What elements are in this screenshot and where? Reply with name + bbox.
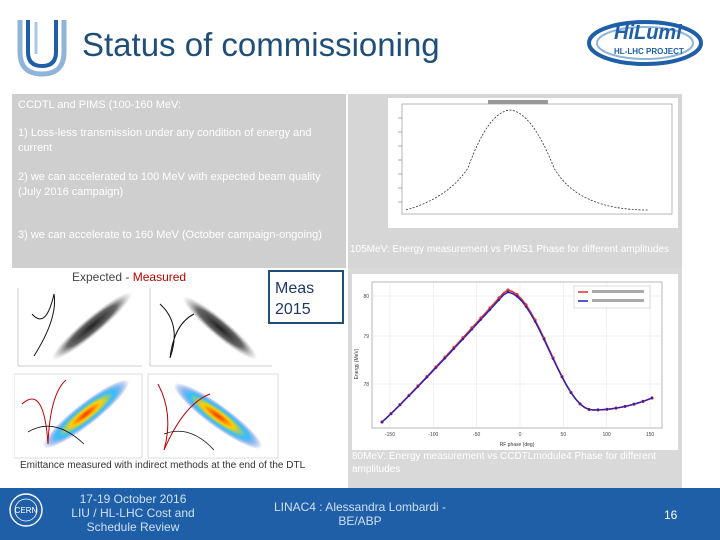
text-panel: CCDTL and PIMS (100-160 MeV: 1) Loss-les… [12, 94, 346, 268]
emittance-plots [14, 288, 279, 459]
x-tick-label: 150 [646, 432, 655, 438]
ccdtl-energy-plot: -150 -100 -50 0 50 100 150 80 79 78 RF phase (deg… [352, 274, 678, 450]
hilumi-logo-text: HiLumi [614, 22, 682, 44]
data-point-blue [524, 305, 528, 308]
svg-text:CERN: CERN [15, 506, 38, 515]
expected-measured-label: Expected - Measured [72, 270, 186, 284]
data-point-blue [614, 406, 618, 410]
hilumi-logo-subtext: HL-LHC PROJECT [614, 47, 684, 56]
data-point-blue [479, 318, 483, 321]
data-point-blue [497, 298, 501, 302]
y-tick-label: 78 [363, 382, 369, 388]
university-logo [17, 20, 67, 77]
data-point-blue [569, 391, 573, 394]
page-title: Status of commissioning [82, 26, 440, 63]
footer-center-text: LINAC4 : Alessandra Lombardi - BE/ABP [273, 500, 447, 528]
data-point-blue [587, 408, 591, 411]
expected-label: Expected [72, 270, 123, 284]
page-number: 16 [664, 508, 678, 522]
measured-label: Measured [132, 270, 187, 284]
footer-bar [0, 488, 720, 540]
data-point-red [524, 303, 528, 307]
data-point-blue [623, 405, 627, 408]
data-point-blue [425, 376, 429, 379]
panel-heading: CCDTL and PIMS (100-160 MeV: [18, 99, 182, 111]
data-point-blue [416, 385, 420, 388]
cern-logo: CERN [6, 490, 46, 530]
emittance-caption: Emittance measured with indirect methods… [20, 460, 306, 471]
y-tick-label: 80 [363, 294, 369, 300]
data-point-red [497, 296, 501, 300]
data-point-blue [515, 295, 519, 298]
data-point-blue [434, 366, 438, 369]
data-point-blue [389, 412, 393, 415]
plot-ylabel: Energy (MeV) [354, 348, 360, 379]
x-tick-label: -150 [385, 432, 395, 438]
data-point-blue [380, 420, 384, 424]
data-point-blue [542, 338, 546, 341]
data-point-blue [488, 308, 492, 311]
panel-point-3: 3) we can accelerate to 160 MeV (October… [18, 229, 322, 241]
data-point-blue [632, 402, 636, 406]
meas-2015-box: Meas 2015 [268, 270, 344, 324]
label-separator: - [122, 270, 133, 284]
data-point-blue [470, 328, 474, 331]
data-point-blue [533, 320, 537, 323]
meas-line-1: Meas [275, 280, 315, 297]
data-point-blue [650, 396, 654, 400]
data-point-red [506, 288, 510, 292]
data-point-red [515, 292, 519, 297]
footer-left-text: 17-19 October 2016 LIU / HL-LHC Cost and… [71, 492, 195, 534]
data-point-blue [551, 357, 555, 360]
pims-energy-plot [388, 98, 678, 228]
y-tick-label: 79 [363, 334, 369, 340]
data-point-blue [461, 337, 465, 341]
data-point-blue [641, 400, 645, 403]
hilumi-logo: HiLumi HL-LHC PROJECT [584, 14, 706, 68]
data-point-blue [506, 290, 510, 294]
x-tick-label: -100 [428, 432, 438, 438]
data-point-blue [443, 357, 447, 360]
x-tick-label: 0 [519, 432, 522, 438]
data-point-red [488, 306, 492, 310]
x-tick-label: 100 [602, 432, 611, 438]
data-point-blue [578, 402, 582, 406]
data-point-blue [605, 408, 609, 411]
data-point-blue [398, 403, 402, 407]
x-tick-label: 50 [561, 432, 567, 438]
panel-point-1: 1) Loss-less transmission under any cond… [18, 127, 312, 154]
data-point-blue [560, 375, 564, 379]
panel-point-2: 2) we can accelerated to 100 MeV with ex… [18, 171, 321, 198]
bottom-plot-caption: 80MeV: Energy measurement vs CCDTLmodule… [352, 451, 657, 475]
x-tick-label: -50 [473, 432, 480, 438]
plot-xlabel: RF phase (deg) [500, 442, 535, 448]
top-plot-caption: 105MeV: Energy measurement vs PIMS1 Phas… [350, 244, 670, 255]
data-point-blue [596, 408, 600, 412]
meas-line-2: 2015 [275, 301, 311, 318]
data-point-blue [452, 347, 456, 350]
data-point-blue [407, 394, 411, 398]
